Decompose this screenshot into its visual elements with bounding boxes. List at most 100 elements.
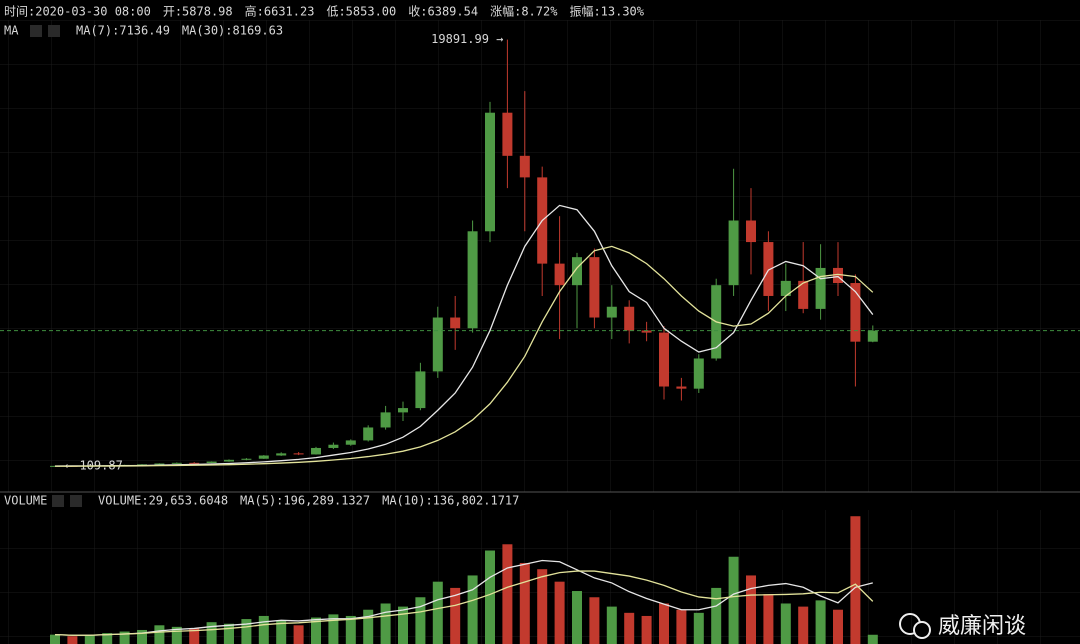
- volume-bar: [119, 631, 130, 644]
- legend-entry: MA(5):196,289.1327: [240, 494, 370, 508]
- candle-body: [676, 386, 687, 389]
- candle-body: [763, 242, 774, 296]
- candle-body: [850, 283, 861, 342]
- candle-body: [398, 408, 408, 413]
- volume-bar: [798, 606, 809, 644]
- ma-line: [54, 570, 874, 636]
- volume-bar: [311, 617, 321, 644]
- info-item: 开:5878.98: [163, 5, 233, 19]
- volume-bar: [415, 597, 426, 644]
- volume-bar: [537, 569, 548, 644]
- volume-bar: [554, 581, 565, 644]
- candle-body: [780, 280, 791, 296]
- info-item: 收:6389.54: [408, 5, 478, 19]
- volume-bar: [763, 594, 774, 644]
- candle-body: [589, 257, 600, 318]
- candle-body: [328, 444, 339, 448]
- pane-title: VOLUME: [4, 494, 47, 508]
- candle-body: [798, 280, 809, 309]
- volume-bar: [833, 609, 843, 644]
- volume-bar: [711, 587, 722, 644]
- candle-body: [206, 461, 217, 464]
- volume-bar: [572, 591, 582, 644]
- volume-bar: [137, 629, 147, 644]
- volume-bar: [485, 550, 495, 644]
- candle-body: [258, 455, 269, 459]
- info-item: 振幅:13.30%: [569, 4, 644, 19]
- candle-body: [293, 453, 304, 455]
- volume-bar: [345, 615, 356, 644]
- candle-body: [276, 453, 287, 456]
- candle-body: [50, 465, 60, 467]
- candle-body: [171, 462, 182, 464]
- candle-body: [606, 306, 617, 318]
- candle-body: [746, 220, 756, 243]
- info-item: 低:5853.00: [326, 5, 396, 19]
- volume-bar: [398, 606, 408, 644]
- candle-body: [554, 263, 565, 286]
- volume-bar: [102, 633, 113, 644]
- candle-body: [450, 317, 461, 329]
- candle-body: [624, 306, 635, 331]
- legend-entry: MA(30):8169.63: [182, 24, 283, 38]
- candle-body: [659, 332, 669, 387]
- volume-bar: [589, 597, 600, 644]
- candle-body: [728, 220, 739, 286]
- candle-body: [363, 427, 374, 441]
- volume-bar: [676, 609, 687, 644]
- candle-body: [815, 267, 826, 309]
- plot: 时间:2020-03-30 08:00 开:5878.98 高:6631.23 低:5…: [0, 4, 1080, 644]
- volume-bar: [293, 625, 304, 644]
- info-item: 8.72%: [521, 5, 558, 19]
- volume-bar: [850, 516, 861, 644]
- info-item: 时间:2020-03-30 08:00: [4, 5, 151, 19]
- candle-body: [833, 267, 843, 284]
- volume-bar: [867, 634, 878, 644]
- volume-bar: [728, 556, 739, 644]
- volume-bar: [380, 603, 391, 644]
- volume-bar: [154, 625, 165, 644]
- candle-body: [154, 463, 165, 465]
- volume-bar: [189, 628, 200, 644]
- volume-bar: [258, 615, 269, 644]
- volume-bar: [276, 620, 287, 644]
- volume-bar: [241, 619, 252, 644]
- info-item: 高:6631.23: [245, 4, 315, 19]
- candle-body: [241, 458, 252, 460]
- volume-bar: [171, 626, 182, 644]
- pane-title: MA: [4, 24, 19, 38]
- candle-body: [502, 112, 513, 156]
- volume-bar: [432, 581, 443, 644]
- toolbar-icons: [30, 25, 82, 507]
- ma-line: [54, 245, 874, 467]
- legend-value: VOLUME:29,653.6048: [98, 494, 228, 508]
- volume-bar: [363, 609, 374, 644]
- candle-body: [519, 155, 530, 178]
- candle-body: [867, 330, 878, 342]
- volume-bar: [746, 575, 756, 644]
- volume-bar: [67, 636, 78, 644]
- volume-bar: [450, 587, 461, 644]
- candle-body: [224, 459, 234, 462]
- candle-body: [415, 371, 426, 409]
- volume-bar: [693, 612, 704, 644]
- volume-bar: [780, 603, 791, 644]
- ma-line: [54, 559, 873, 636]
- volume-bar: [50, 634, 60, 644]
- price-annotation: 19891.99 →: [431, 32, 503, 46]
- volume-bar: [641, 615, 652, 644]
- candle-body: [572, 257, 582, 286]
- volume-bar: [328, 614, 339, 644]
- candle-body: [189, 462, 200, 464]
- candle-body: [485, 112, 495, 232]
- candle-body: [311, 447, 321, 455]
- candle-body: [380, 412, 391, 428]
- candle-body: [641, 330, 652, 333]
- candle-body: [693, 358, 704, 389]
- volume-bar: [502, 544, 513, 644]
- volume-bar: [224, 623, 234, 644]
- volume-bar: [519, 562, 530, 644]
- candle-body: [345, 440, 356, 445]
- candle-body: [432, 317, 443, 372]
